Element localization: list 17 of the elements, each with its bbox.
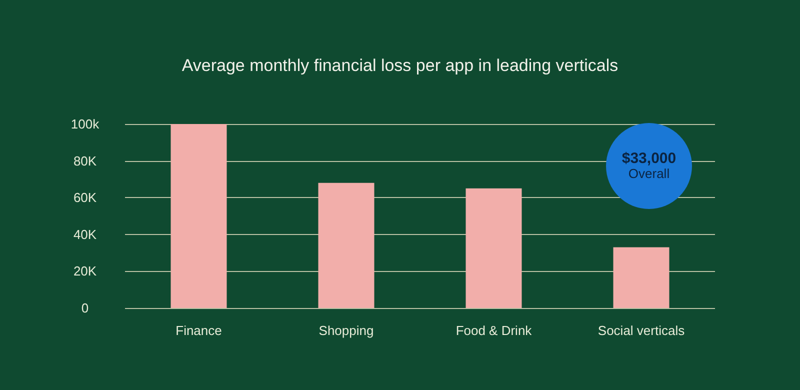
annotation: $33,000 xyxy=(622,150,676,167)
x-tick-label: Food & Drink xyxy=(456,323,532,338)
bar xyxy=(318,182,374,308)
bar xyxy=(170,124,227,308)
bar xyxy=(466,188,522,308)
annotation: Overall xyxy=(628,166,670,181)
y-tick-label: 60K xyxy=(73,190,97,206)
y-tick-label: 100k xyxy=(70,116,100,132)
bar xyxy=(613,247,670,308)
chart-title: Average monthly financial loss per app in leading verticals xyxy=(182,56,618,75)
y-tick-label: 80K xyxy=(73,153,97,168)
x-tick-label: Shopping xyxy=(318,323,374,338)
x-tick-label: Finance xyxy=(176,323,222,338)
y-tick-label: 40K xyxy=(73,226,97,242)
y-tick-label: 20K xyxy=(73,264,97,279)
y-tick-label: 0 xyxy=(81,300,89,316)
x-tick-label: Social verticals xyxy=(598,323,686,338)
